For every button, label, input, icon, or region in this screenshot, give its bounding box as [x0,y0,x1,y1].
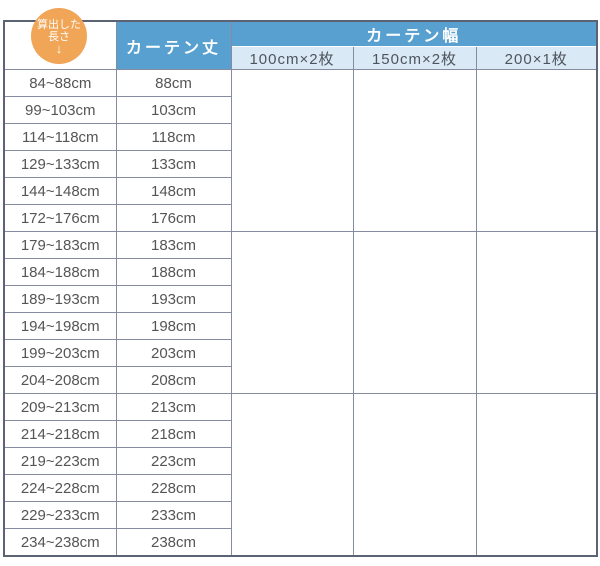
table-row: 144~148cm 148cm [3,177,597,205]
curtain-length-value: 88cm [115,69,232,97]
empty-width-cell [475,69,598,232]
estimated-length-range: 234~238cm [3,528,117,557]
estimated-length-range: 184~188cm [3,258,117,286]
empty-width-cell [475,393,598,557]
estimated-length-range: 204~208cm [3,366,117,394]
table-row: 224~228cm 228cm [3,474,597,502]
table-row: 99~103cm 103cm [3,96,597,124]
estimated-length-range: 214~218cm [3,420,117,448]
estimated-length-range: 84~88cm [3,69,117,97]
empty-width-cell [230,69,354,232]
table-row: 214~218cm 218cm [3,420,597,448]
curtain-length-value: 193cm [115,285,232,313]
empty-width-cell [230,393,354,557]
estimated-length-range: 172~176cm [3,204,117,232]
badge-text-line1: 算出した [37,18,81,31]
table-row: 114~118cm 118cm [3,123,597,151]
table-row: 172~176cm 176cm [3,204,597,232]
curtain-length-value: 238cm [115,528,232,557]
curtain-length-value: 203cm [115,339,232,367]
table-row: 219~223cm 223cm [3,447,597,475]
table-row: 84~88cm 88cm [3,69,598,232]
table-row: 234~238cm 238cm [3,528,597,557]
estimated-length-range: 189~193cm [3,285,117,313]
empty-width-cell [475,231,598,394]
empty-width-cell [352,69,477,232]
estimated-length-range: 129~133cm [3,150,117,178]
curtain-length-value: 188cm [115,258,232,286]
estimated-length-range: 199~203cm [3,339,117,367]
down-arrow-icon: ↓ [55,40,63,56]
curtain-length-value: 208cm [115,366,232,394]
estimated-length-range: 179~183cm [3,231,117,259]
table-row: 229~233cm 233cm [3,501,597,529]
estimated-length-range: 224~228cm [3,474,117,502]
estimated-length-range: 219~223cm [3,447,117,475]
curtain-length-value: 176cm [115,204,232,232]
table-row: 209~213cm 213cm [3,393,598,557]
estimated-length-range: 99~103cm [3,96,117,124]
header-row-1: カーテン丈 カーテン幅 [3,20,598,70]
curtain-length-value: 233cm [115,501,232,529]
estimated-length-range: 144~148cm [3,177,117,205]
curtain-length-header: カーテン丈 [115,20,232,70]
width-option-200cm: 200×1枚 [475,46,598,70]
curtain-length-value: 198cm [115,312,232,340]
curtain-length-value: 118cm [115,123,232,151]
curtain-width-header: カーテン幅 [230,20,598,47]
estimated-length-range: 114~118cm [3,123,117,151]
size-table: カーテン丈 カーテン幅 100cm×2枚 150cm×2枚 200×1枚 84~… [3,20,598,557]
badge-text-line2: 長さ [48,30,70,43]
header-row-2: 100cm×2枚 150cm×2枚 200×1枚 [4,46,598,70]
table-row: 179~183cm 183cm [3,231,598,394]
width-option-100cm: 100cm×2枚 [230,46,354,70]
curtain-length-value: 183cm [115,231,232,259]
curtain-length-value: 213cm [115,393,232,421]
width-option-150cm: 150cm×2枚 [352,46,477,70]
curtain-length-value: 228cm [115,474,232,502]
table-row: 184~188cm 188cm [3,258,597,286]
empty-width-cell [230,231,354,394]
table-body: 84~88cm 88cm 99~103cm 103cm 114~118cm 118cm 12… [3,69,598,557]
estimated-length-range: 229~233cm [3,501,117,529]
estimated-length-range: 209~213cm [3,393,117,421]
empty-width-cell [352,393,477,557]
estimated-length-range: 194~198cm [3,312,117,340]
table-header: カーテン丈 カーテン幅 100cm×2枚 150cm×2枚 200×1枚 [3,20,598,70]
calculated-length-badge: 算出した 長さ ↓ [31,8,87,64]
curtain-length-value: 133cm [115,150,232,178]
table-row: 199~203cm 203cm [3,339,597,367]
curtain-length-value: 218cm [115,420,232,448]
curtain-length-value: 103cm [115,96,232,124]
empty-width-cell [352,231,477,394]
curtain-length-value: 148cm [115,177,232,205]
curtain-length-value: 223cm [115,447,232,475]
